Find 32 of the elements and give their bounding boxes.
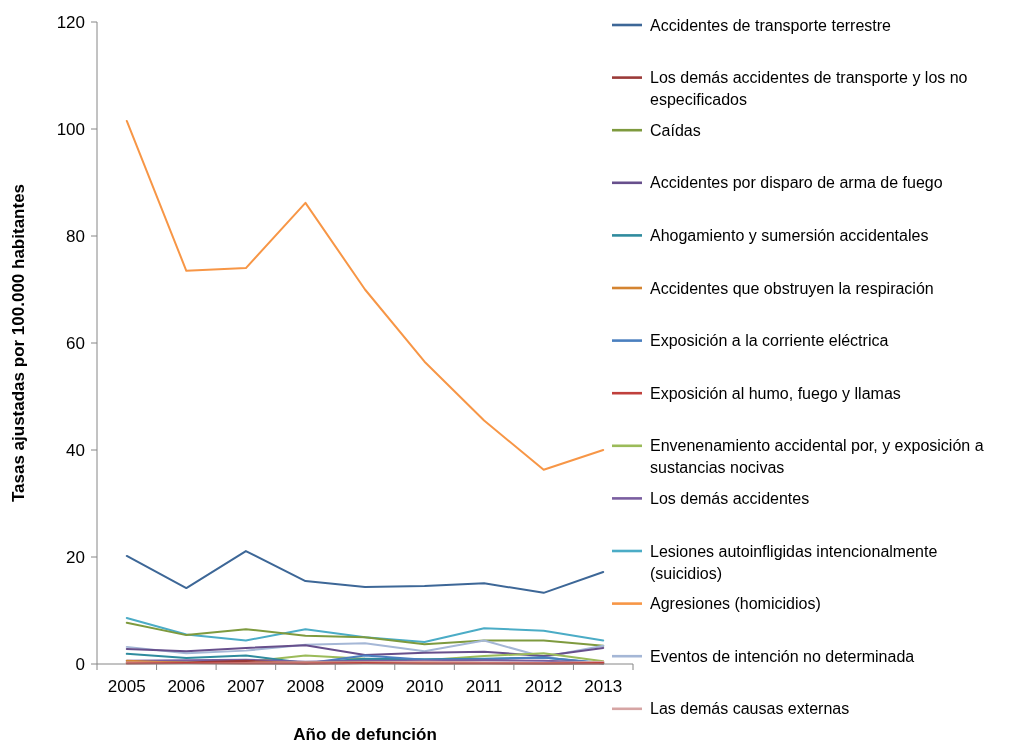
legend-label: Accidentes de transporte terrestre	[650, 16, 892, 34]
y-tick-label: 100	[56, 119, 85, 139]
legend-label: Lesiones autoinfligidas intencionalmente (suicidios)	[650, 542, 938, 582]
y-tick-label: 80	[66, 226, 85, 246]
legend-label: Exposición al humo, fuego y llamas	[650, 384, 901, 402]
legend-label: Los demás accidentes	[650, 490, 810, 507]
legend-label: Exposición a la corriente eléctrica	[650, 332, 889, 350]
x-tick-label: 2012	[524, 677, 563, 696]
y-tick-label: 60	[66, 333, 85, 353]
legend-label: Eventos de intención no determinada	[650, 647, 915, 665]
y-tick-label: 40	[66, 440, 85, 460]
x-tick-label: 2007	[226, 677, 265, 696]
y-axis-title: Tasas ajustadas por 100.000 habitantes	[9, 183, 28, 503]
legend-label: Caídas	[650, 121, 701, 139]
legend-label: Los demás accidentes de transporte y los no especificados	[650, 69, 968, 109]
legend-label: Accidentes por disparo de arma de fuego	[650, 174, 943, 192]
x-tick-label: 2008	[286, 677, 325, 696]
legend-label: Agresiones (homicidios)	[650, 595, 821, 613]
y-tick-label: 0	[75, 654, 85, 674]
legend-label: Las demás causas externas	[650, 700, 850, 718]
x-tick-label: 2009	[346, 677, 384, 696]
legend-label: Envenenamiento accidental por, y exposición a sustancias nocivas	[650, 437, 984, 477]
x-tick-label: 2006	[167, 677, 206, 696]
x-tick-label: 2011	[465, 677, 503, 696]
x-tick-label: 2013	[584, 677, 623, 696]
legend-label: Accidentes que obstruyen la respiración	[650, 279, 934, 297]
legend-label: Ahogamiento y sumersión accidentales	[650, 227, 929, 244]
x-tick-label: 2010	[405, 677, 444, 696]
y-tick-label: 20	[66, 547, 85, 567]
x-axis-title: Año de defunción	[293, 725, 437, 744]
x-tick-label: 2005	[107, 677, 146, 696]
y-tick-label: 120	[56, 12, 85, 32]
